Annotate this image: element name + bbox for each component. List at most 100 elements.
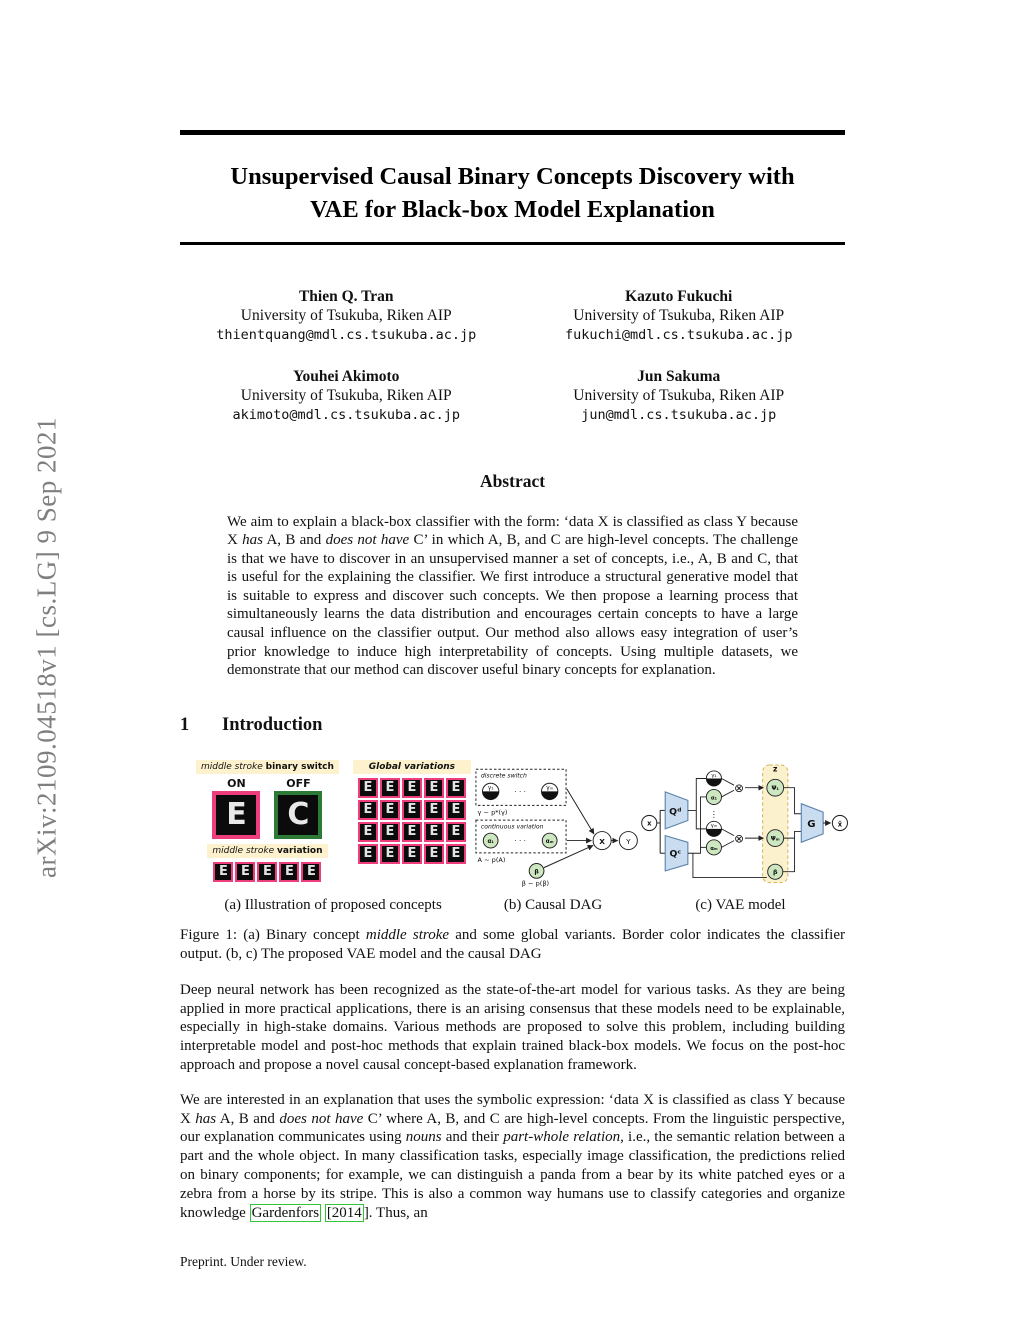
dots: · · · xyxy=(514,836,526,845)
digit-image: E xyxy=(401,843,422,864)
author-affiliation: University of Tsukuba, Riken AIP xyxy=(573,306,785,324)
section-heading-introduction: 1 Introduction xyxy=(180,715,845,736)
beta-node-label: β xyxy=(534,868,539,875)
continuous-variation-label: continuous variation xyxy=(481,822,544,830)
author-3: Youhei Akimoto University of Tsukuba, Ri… xyxy=(180,367,513,425)
author-email[interactable]: akimoto@mdl.cs.tsukuba.ac.jp xyxy=(232,406,461,423)
vae-model-diagram: z x Qᵈ Qᶜ xyxy=(641,764,848,883)
author-name: Jun Sakuma xyxy=(637,367,721,385)
author-email[interactable]: thientquang@mdl.cs.tsukuba.ac.jp xyxy=(216,326,477,343)
figure-1: middle stroke binary switch ON E OFF C m… xyxy=(180,759,848,893)
psi1-node-label: Ψ₁ xyxy=(771,786,779,792)
figure-panel-a: middle stroke binary switch ON E OFF C m… xyxy=(196,759,471,883)
digit-image: E xyxy=(301,861,322,882)
author-name: Kazuto Fukuchi xyxy=(625,287,733,305)
digit-image: E xyxy=(445,799,466,820)
paper-content: Unsupervised Causal Binary Concepts Disc… xyxy=(180,0,848,1270)
para-italic: part-whole relation xyxy=(503,1129,621,1146)
para-italic: does not have xyxy=(279,1110,364,1127)
digit-image: E xyxy=(445,821,466,842)
digit-image: E xyxy=(401,799,422,820)
z-region-label: z xyxy=(773,765,778,774)
label-bold-italic: Global variations xyxy=(368,761,456,772)
digit-image: E xyxy=(379,777,400,798)
author-4: Jun Sakuma University of Tsukuba, Riken … xyxy=(513,367,846,425)
subcaption-a: (a) Illustration of proposed concepts xyxy=(224,896,442,913)
gamma1-node-label: γ₁ xyxy=(488,786,494,792)
x-node-label: X xyxy=(599,837,605,846)
abstract-heading: Abstract xyxy=(479,470,546,491)
beta-node-label: β xyxy=(773,869,778,876)
title-bottom-rule xyxy=(180,242,845,245)
caption-italic: middle stroke xyxy=(365,926,450,943)
intro-paragraph-2: We are interested in an explanation that… xyxy=(180,1091,845,1223)
para-italic: has xyxy=(195,1110,217,1127)
decoder-g-label: G xyxy=(807,819,815,830)
digit-image: E xyxy=(445,843,466,864)
subcaption-c: (c) VAE model xyxy=(695,896,786,913)
digit-image: E xyxy=(213,861,234,882)
binary-switch-label: middle stroke binary switch xyxy=(196,759,339,774)
author-1: Thien Q. Tran University of Tsukuba, Rik… xyxy=(180,287,513,345)
dots: · · · xyxy=(514,787,526,796)
digit-image-off: C xyxy=(274,790,323,839)
section-number: 1 xyxy=(180,714,190,735)
figure-panel-c: z x Qᵈ Qᶜ xyxy=(639,760,851,891)
otimes-icon: ⊗ xyxy=(734,781,744,795)
digit-image: E xyxy=(235,861,256,882)
author-name: Youhei Akimoto xyxy=(293,367,400,385)
y-node-label: Y xyxy=(625,837,631,846)
figure-panel-b: discrete switch γ₁ · · · γₘ γ ~ p*(γ) co… xyxy=(471,760,639,893)
author-email[interactable]: jun@mdl.cs.tsukuba.ac.jp xyxy=(581,406,777,423)
label-italic: middle stroke xyxy=(212,845,275,856)
para-seg: C’ where A, B, and C are high-level conc… xyxy=(180,1110,846,1146)
panel-a-left-column: middle stroke binary switch ON E OFF C m… xyxy=(196,759,339,883)
para-seg: and their xyxy=(441,1129,504,1146)
section-title: Introduction xyxy=(222,714,323,735)
digit-image: E xyxy=(423,821,444,842)
alphaM-node-label: αₘ xyxy=(710,846,718,852)
alpha1-node-label: α₁ xyxy=(711,795,718,801)
input-x-label: x xyxy=(647,819,652,827)
abstract-seg: C’ in which A, B, and C are high-level c… xyxy=(227,532,798,679)
digit-image: E xyxy=(423,777,444,798)
figure-caption: Figure 1: (a) Binary concept middle stro… xyxy=(180,926,845,965)
digit-image: E xyxy=(357,843,378,864)
title-line-2: VAE for Black-box Model Explanation xyxy=(310,196,715,223)
para-seg: We are interested in an explanation that… xyxy=(180,1091,845,1127)
figure-subcaptions: (a) Illustration of proposed concepts (b… xyxy=(180,897,845,914)
author-block: Thien Q. Tran University of Tsukuba, Rik… xyxy=(180,287,845,425)
abstract-italic: has xyxy=(242,532,263,549)
para-seg: , i.e., the semantic relation between a … xyxy=(180,1129,845,1221)
citation-link-year[interactable]: [2014 xyxy=(324,1203,364,1222)
otimes-icon: ⊗ xyxy=(734,831,744,845)
variation-label: middle stroke variation xyxy=(207,843,328,858)
xhat-node-label: x̂ xyxy=(838,820,843,828)
alpha1-node-label: α₁ xyxy=(487,839,494,845)
subcaption-b: (b) Causal DAG xyxy=(503,896,603,913)
title-line-1: Unsupervised Causal Binary Concepts Disc… xyxy=(230,163,795,190)
encoder-qc-label: Qᶜ xyxy=(669,848,681,859)
label-bold: variation xyxy=(277,845,323,856)
author-2: Kazuto Fukuchi University of Tsukuba, Ri… xyxy=(513,287,846,345)
digit-image: E xyxy=(445,777,466,798)
digit-image: E xyxy=(423,799,444,820)
caption-seg: and some global variants. Border color i… xyxy=(180,926,845,963)
gamma1-node-label: γ₁ xyxy=(711,773,716,779)
digit-image: E xyxy=(357,821,378,842)
label-bold: binary switch xyxy=(265,761,334,772)
psiM-node-label: Ψₘ xyxy=(771,836,780,842)
discrete-switch-label: discrete switch xyxy=(481,771,527,779)
vertical-dots: ⋮ xyxy=(710,809,718,819)
caption-seg: Figure 1: (a) Binary concept xyxy=(180,926,366,943)
abstract-seg: A, B and xyxy=(262,532,326,549)
switch-on-example: ON E xyxy=(212,776,261,839)
author-email[interactable]: fukuchi@mdl.cs.tsukuba.ac.jp xyxy=(564,326,793,343)
author-affiliation: University of Tsukuba, Riken AIP xyxy=(240,306,452,324)
on-label: ON xyxy=(227,776,246,790)
digit-image: E xyxy=(379,799,400,820)
citation-link-gardenfors[interactable]: Gardenfors xyxy=(249,1203,322,1222)
alphaM-node-label: αₘ xyxy=(546,839,554,845)
